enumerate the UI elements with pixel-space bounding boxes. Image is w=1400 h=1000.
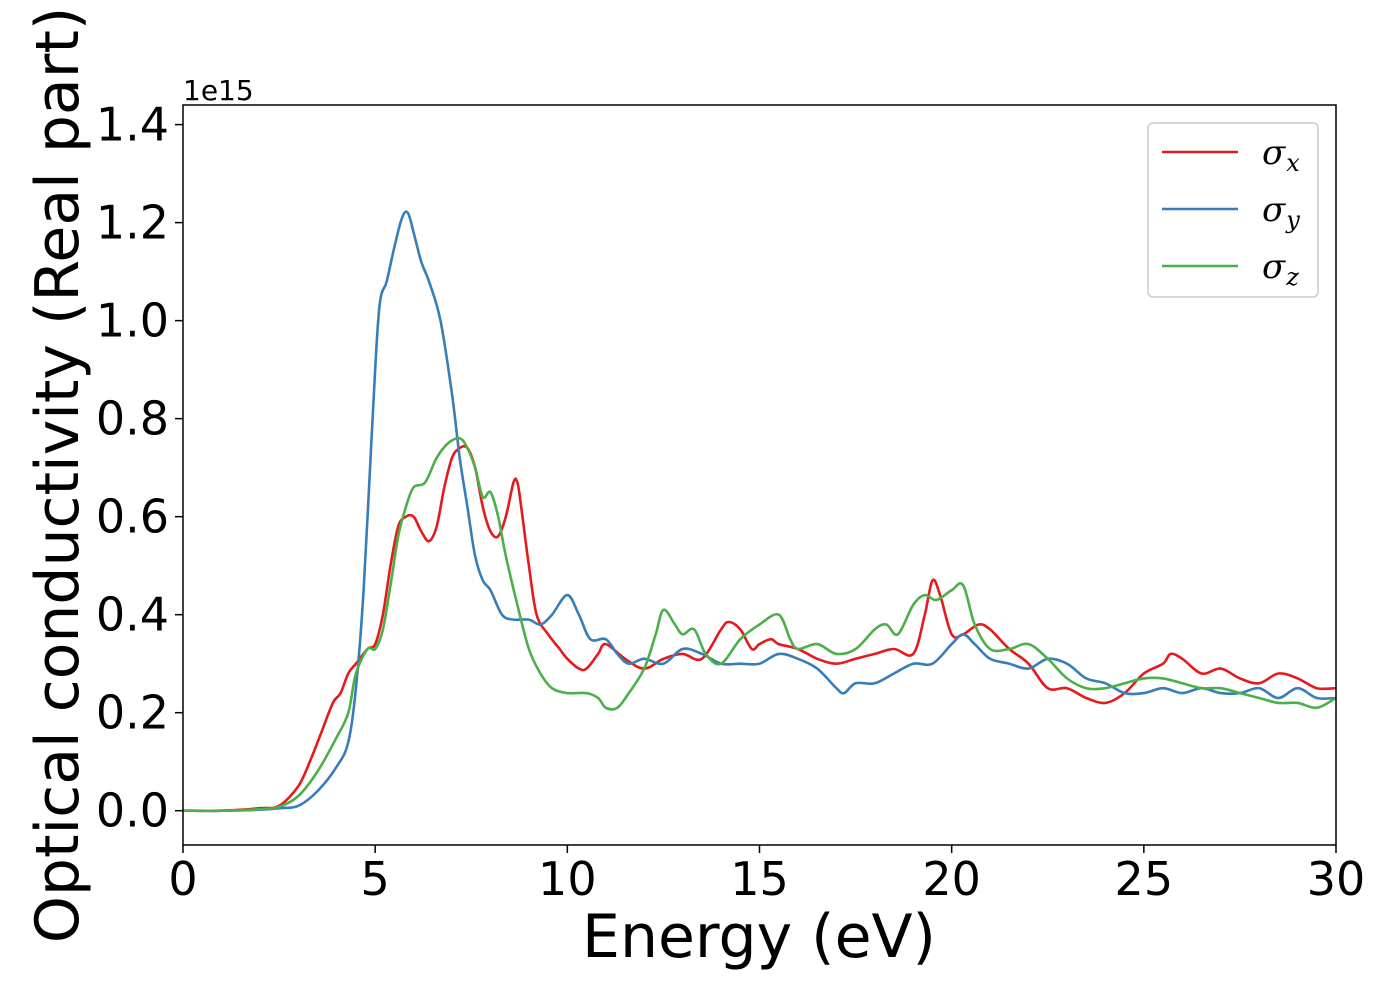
y-tick-label: 0.2 bbox=[96, 686, 169, 740]
x-axis-ticks: 0 5 10 15 20 25 30 bbox=[168, 845, 1365, 906]
y-tick-label: 1.0 bbox=[96, 294, 169, 348]
x-tick-label: 5 bbox=[361, 852, 390, 906]
legend-label-x: σx bbox=[1262, 133, 1300, 177]
y-tick-label: 0.8 bbox=[96, 392, 169, 446]
series-line-z bbox=[182, 436, 1337, 813]
x-tick-label: 25 bbox=[1115, 852, 1174, 906]
x-tick-label: 30 bbox=[1307, 852, 1366, 906]
y-offset-label: 1e15 bbox=[183, 74, 254, 107]
y-axis-label: Optical conductivity (Real part) bbox=[23, 7, 93, 944]
y-tick-label: 0.0 bbox=[96, 784, 169, 838]
plot-lines bbox=[182, 210, 1337, 813]
y-tick-label: 1.2 bbox=[96, 196, 169, 250]
y-tick-label: 0.4 bbox=[96, 588, 169, 642]
legend-label-y: σy bbox=[1262, 190, 1300, 234]
x-tick-label: 20 bbox=[922, 852, 981, 906]
x-tick-label: 15 bbox=[730, 852, 789, 906]
series-line-y bbox=[182, 210, 1337, 813]
x-axis-label: Energy (eV) bbox=[582, 902, 936, 972]
y-tick-label: 1.4 bbox=[96, 98, 169, 152]
y-axis-ticks: 0.0 0.2 0.4 0.6 0.8 1.0 1.2 1.4 bbox=[96, 98, 183, 838]
series-line-x bbox=[182, 444, 1337, 813]
x-tick-label: 0 bbox=[168, 852, 197, 906]
x-tick-label: 10 bbox=[538, 852, 597, 906]
y-tick-label: 0.6 bbox=[96, 490, 169, 544]
